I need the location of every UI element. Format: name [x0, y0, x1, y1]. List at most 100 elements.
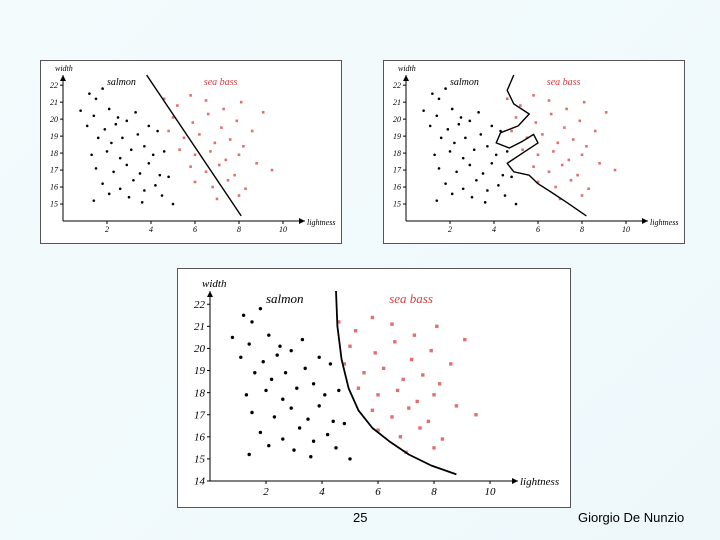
x-tick-label: 4	[492, 225, 496, 234]
salmon-point	[101, 182, 104, 185]
sea-bass-point	[398, 435, 403, 439]
salmon-point	[151, 153, 155, 157]
salmon-point	[127, 195, 131, 199]
salmon-point	[253, 371, 257, 375]
sea-bass-point	[558, 197, 562, 201]
series-label-salmon: salmon	[266, 291, 304, 306]
salmon-point	[328, 362, 333, 366]
chart-complex-svg: 2 4 6 8 10 15 16 17 18 19 20 21 22 width lightness salm…	[393, 64, 678, 234]
series-label-sea-bass: sea bass	[547, 77, 581, 88]
sea-bass-point	[440, 437, 445, 441]
salmon-point	[289, 406, 293, 410]
sea-bass-point	[415, 399, 419, 404]
sea-bass-point	[412, 333, 417, 337]
sea-bass-point	[390, 322, 394, 326]
sea-bass-point	[255, 161, 258, 165]
sea-bass-point	[409, 357, 414, 362]
salmon-point	[490, 161, 494, 165]
salmon-point	[431, 92, 434, 95]
sea-bass-point	[370, 315, 375, 320]
salmon-point	[85, 124, 89, 128]
y-tick-label: 16	[194, 431, 206, 443]
y-tick-label: 18	[50, 149, 58, 158]
sea-bass-point	[239, 100, 243, 104]
salmon-point	[311, 382, 316, 386]
y-axis-label: width	[55, 64, 73, 73]
x-tick-label: 8	[237, 225, 241, 234]
sea-bass-point	[162, 97, 166, 101]
sea-bass-point	[567, 158, 571, 162]
salmon-point	[311, 439, 316, 443]
sea-bass-point	[578, 119, 582, 123]
y-tick-label: 17	[393, 166, 402, 175]
sea-bass-point	[598, 161, 601, 165]
salmon-point	[499, 129, 502, 133]
salmon-point	[136, 133, 140, 136]
sea-bass-point	[510, 129, 513, 133]
sea-bass-point	[206, 112, 210, 116]
salmon-point	[118, 156, 122, 160]
x-axis-arrow	[642, 218, 648, 224]
sea-bass-point	[204, 99, 208, 102]
salmon-point	[437, 167, 441, 170]
sea-bass-point	[178, 148, 181, 151]
sea-bass-point	[193, 180, 197, 184]
salmon-point	[140, 201, 144, 204]
salmon-point	[101, 87, 104, 90]
chart-curve-svg: 2 4 6 8 10 14 15 16 17 18 19 20 21 22 width lightness sa…	[194, 278, 559, 498]
sea-bass-point	[228, 138, 232, 141]
salmon-point	[450, 192, 454, 196]
salmon-point	[134, 111, 137, 114]
salmon-point	[475, 178, 478, 182]
salmon-point	[272, 415, 277, 419]
y-axis-arrow	[60, 75, 66, 81]
y-tick-label: 15	[194, 454, 206, 466]
sea-bass-point	[421, 373, 425, 377]
salmon-point	[453, 141, 456, 145]
sea-bass-point	[449, 362, 453, 366]
sea-bass-point	[393, 340, 397, 344]
series-label-sea-bass: sea bass	[204, 77, 238, 88]
x-tick-label: 6	[193, 225, 197, 234]
sea-bass-point	[593, 129, 597, 133]
sea-bass-point	[554, 185, 557, 189]
sea-bass-point	[261, 111, 265, 114]
salmon-point	[297, 426, 302, 430]
salmon-point	[435, 199, 439, 202]
sea-bass-point	[519, 104, 522, 107]
sea-bass-point	[189, 94, 192, 97]
salmon-point	[107, 192, 111, 196]
sea-bass-point	[547, 170, 551, 174]
salmon-point	[490, 124, 494, 128]
salmon-point	[468, 163, 472, 167]
salmon-point	[143, 189, 146, 192]
x-tick-label: 10	[279, 225, 287, 234]
sea-bass-point	[348, 344, 352, 348]
salmon-point	[292, 448, 296, 452]
salmon-point	[267, 333, 271, 337]
y-tick-label: 21	[194, 321, 205, 333]
salmon-point	[486, 145, 489, 148]
salmon-point	[79, 109, 82, 112]
salmon-point	[125, 163, 129, 167]
sea-bass-point	[342, 362, 347, 366]
salmon-point	[300, 337, 305, 342]
sea-bass-point	[587, 187, 590, 191]
salmon-point	[309, 454, 313, 459]
y-tick-label: 22	[194, 299, 206, 311]
salmon-point	[503, 194, 507, 197]
sea-bass-point	[337, 320, 341, 324]
y-tick-label: 18	[194, 387, 206, 399]
x-tick-label: 2	[448, 225, 452, 234]
sea-bass-point	[549, 112, 553, 116]
series-label-sea-bass: sea bass	[389, 291, 433, 306]
salmon-point	[171, 202, 175, 206]
salmon-point	[103, 128, 107, 131]
sea-bass-point	[585, 145, 588, 148]
sea-bass-point	[435, 324, 439, 329]
salmon-point	[448, 150, 452, 153]
x-tick-label: 10	[622, 225, 630, 234]
salmon-point	[258, 430, 263, 435]
salmon-point	[158, 173, 162, 177]
y-tick-label: 19	[50, 132, 58, 141]
